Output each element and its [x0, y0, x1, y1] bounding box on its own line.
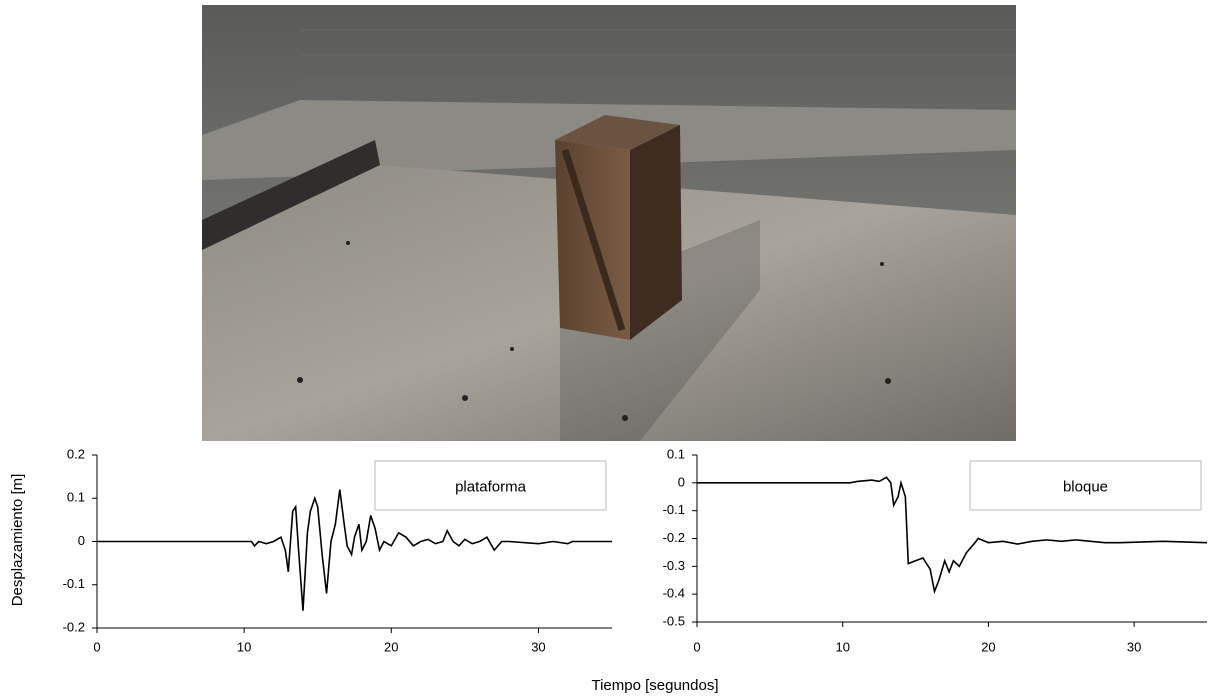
- legend-label: bloque: [1063, 478, 1108, 495]
- y-tick-label: -0.2: [63, 619, 85, 634]
- y-tick-label: 0: [78, 533, 85, 548]
- x-tick-label: 10: [835, 639, 849, 654]
- legend-box: [374, 460, 607, 511]
- y-tick-label: -0.1: [63, 576, 85, 591]
- y-axis-title: Desplazamiento [m]: [9, 474, 26, 607]
- y-tick-label: 0.1: [667, 446, 685, 461]
- scene-image: [202, 5, 1016, 441]
- legend-box: [969, 460, 1202, 511]
- data-line: [97, 489, 612, 611]
- y-tick-label: -0.2: [663, 530, 685, 545]
- x-axis-title: Tiempo [segundos]: [591, 677, 718, 694]
- x-tick-label: 20: [384, 639, 398, 654]
- y-tick-label: -0.5: [663, 613, 685, 628]
- x-tick-label: 20: [981, 639, 995, 654]
- x-tick-label: 30: [1127, 639, 1141, 654]
- x-tick-label: 0: [93, 639, 100, 654]
- y-tick-label: 0: [678, 474, 685, 489]
- y-tick-label: -0.4: [663, 586, 685, 601]
- y-tick-label: 0.1: [67, 490, 85, 505]
- y-tick-label: 0.2: [67, 446, 85, 461]
- data-line: [697, 476, 1208, 595]
- x-tick-label: 0: [693, 639, 700, 654]
- y-tick-label: -0.1: [663, 502, 685, 517]
- y-tick-label: -0.3: [663, 558, 685, 573]
- legend-label: plataforma: [455, 478, 527, 495]
- x-tick-label: 30: [531, 639, 545, 654]
- x-tick-label: 10: [237, 639, 251, 654]
